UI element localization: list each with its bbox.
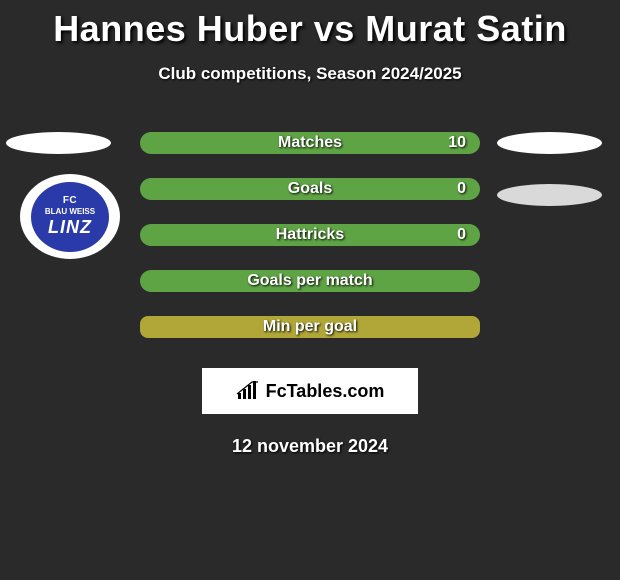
stat-label: Goals (288, 180, 332, 198)
comparison-panel: FC BLAU WEISS LINZ Matches 10 Goals 0 Ha… (0, 132, 620, 457)
date-text: 12 november 2024 (0, 436, 620, 457)
page-title: Hannes Huber vs Murat Satin (0, 0, 620, 50)
bar-chart-icon (236, 381, 260, 401)
stat-value-right: 10 (448, 134, 466, 152)
branding-text: FcTables.com (266, 381, 385, 402)
stat-label: Min per goal (263, 318, 357, 336)
stat-bar-goals-per-match: Goals per match (140, 270, 480, 292)
stat-value-right: 0 (457, 180, 466, 198)
stat-bar-min-per-goal: Min per goal (140, 316, 480, 338)
stat-bar-hattricks: Hattricks 0 (140, 224, 480, 246)
stat-label: Hattricks (276, 226, 344, 244)
branding-box: FcTables.com (202, 368, 418, 414)
stat-bar-goals: Goals 0 (140, 178, 480, 200)
player-left-club-badge: FC BLAU WEISS LINZ (20, 174, 120, 259)
stat-bars: Matches 10 Goals 0 Hattricks 0 Goals per… (140, 132, 480, 338)
club-badge-line2: BLAU WEISS (45, 208, 95, 216)
club-badge-line3: LINZ (48, 218, 92, 237)
stat-label: Goals per match (247, 272, 372, 290)
player-left-placeholder-1 (6, 132, 111, 154)
club-badge-line1: FC (63, 196, 77, 207)
stat-bar-matches: Matches 10 (140, 132, 480, 154)
stat-label: Matches (278, 134, 342, 152)
player-right-placeholder-1 (497, 132, 602, 154)
club-badge-inner: FC BLAU WEISS LINZ (31, 182, 109, 252)
player-right-placeholder-2 (497, 184, 602, 206)
subtitle: Club competitions, Season 2024/2025 (0, 64, 620, 84)
stat-value-right: 0 (457, 226, 466, 244)
